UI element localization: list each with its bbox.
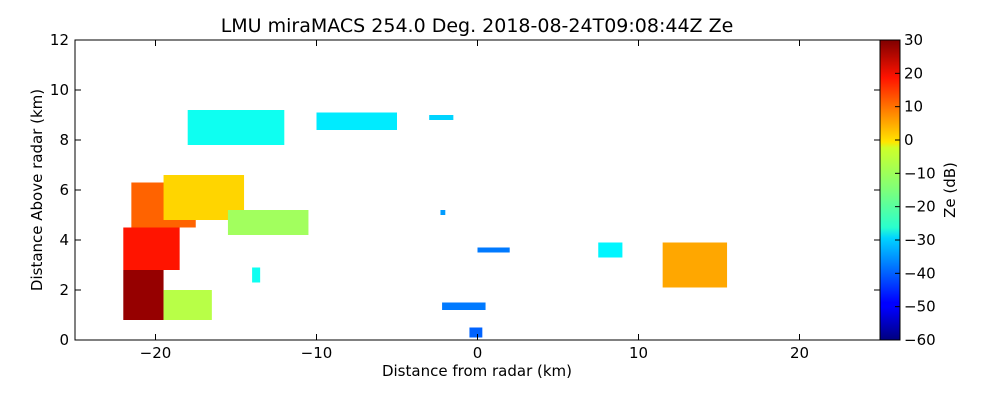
echo-cell-10 [598,242,623,258]
echo-cell-9 [662,242,728,288]
echo-cell-8 [429,115,454,120]
colorbar-tick-label: −40 [904,264,936,282]
colorbar-tick-label: 0 [904,131,914,149]
colorbar-tick-label: −20 [904,198,936,216]
echo-cell-7 [316,112,397,130]
colorbar-tick-label: 10 [904,98,923,116]
y-tick-label: 0 [59,331,69,349]
x-tick-label: −10 [301,344,333,362]
y-tick-label: 8 [59,131,69,149]
colorbar-label: Ze (dB) [941,162,959,218]
y-tick-label: 2 [59,281,69,299]
echo-cell-0 [123,270,164,320]
echo-cell-1 [123,227,180,270]
echo-layer [123,110,728,338]
colorbar-tick-label: 20 [904,64,923,82]
colorbar-tick-label: −10 [904,164,936,182]
colorbar-tick-label: −60 [904,331,936,349]
y-tick-label: 12 [50,31,69,49]
echo-cell-13 [252,267,261,283]
x-tick-label: 0 [473,344,483,362]
echo-cell-11 [477,247,510,253]
y-axis-label: Distance Above radar (km) [28,89,46,291]
y-tick-label: 4 [59,231,69,249]
colorbar-tick-label: 30 [904,31,923,49]
y-axis: 0 2 4 6 8 10 12 [50,31,880,349]
echo-cell-4 [227,210,309,235]
colorbar [879,39,901,341]
colorbar-tick-label: −50 [904,298,936,316]
x-axis: −20 −10 0 10 20 [140,40,809,362]
y-tick-label: 10 [50,81,69,99]
x-tick-label: 20 [790,344,809,362]
echo-cell-12 [442,302,486,310]
echo-cell-14 [440,210,446,215]
colorbar-tick-label: −30 [904,231,936,249]
x-tick-label: 10 [629,344,648,362]
echo-cell-15 [469,327,483,338]
echo-cell-6 [187,110,285,145]
x-axis-label: Distance from radar (km) [382,362,572,380]
x-tick-label: −20 [140,344,172,362]
colorbar-ticks: 30 20 10 0 −10 −20 −30 −40 −50 −60 [895,31,936,349]
chart-title: LMU miraMACS 254.0 Deg. 2018-08-24T09:08… [221,15,734,37]
echo-cell-5 [163,290,212,320]
y-tick-label: 6 [59,181,69,199]
